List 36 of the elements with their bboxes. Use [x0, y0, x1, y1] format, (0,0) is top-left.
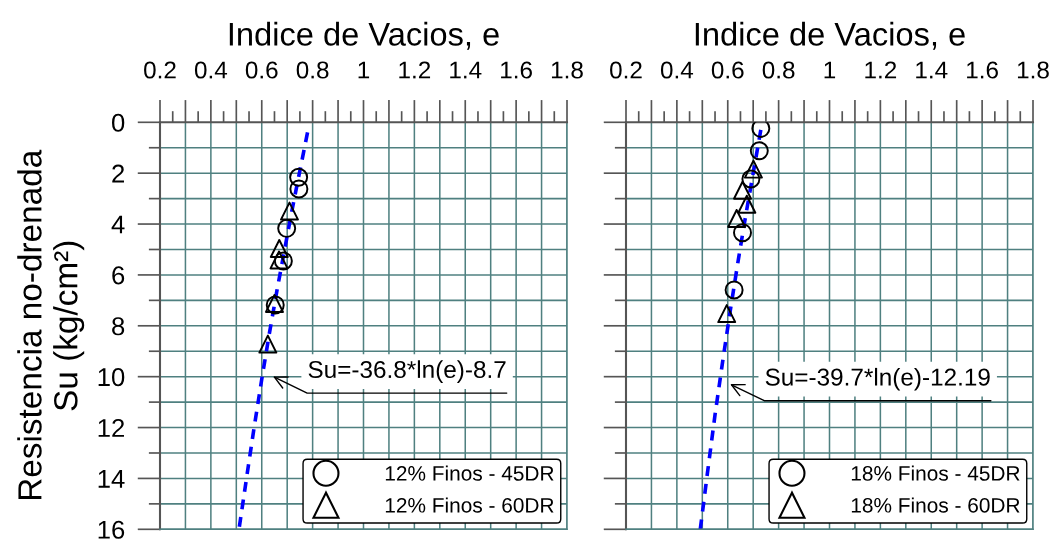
y-tick-label: 2 — [112, 164, 124, 183]
x-tick-label: 1.2 — [399, 61, 431, 79]
y-tick-label: 14 — [98, 470, 125, 488]
x-tick-label: 1.4 — [916, 61, 948, 79]
x-tick-label: 0.4 — [660, 61, 694, 79]
y-tick-label: 16 — [98, 520, 125, 539]
x-tick-label: 0.6 — [245, 61, 278, 79]
x-tick-label: 1.8 — [551, 61, 583, 79]
x-tick-label: 1.2 — [865, 61, 897, 79]
x-tick-label: 1.8 — [1017, 61, 1049, 79]
annotation: Su=-36.8*ln(e)-8.7 — [308, 360, 506, 383]
y-axis-title: Resistencia no-drenada Su (kg/cm²) — [17, 149, 85, 500]
x-tick-label: 1 — [824, 61, 836, 79]
legend-label: 18% Finos - 45DR — [851, 465, 1020, 481]
y-tick-label: 0 — [111, 113, 125, 132]
annotation: Su=-39.7*ln(e)-12.19 — [765, 367, 990, 391]
x-tick-label: 1 — [358, 61, 370, 79]
x-tick-label: 0.2 — [144, 61, 176, 79]
y-tick-label: 6 — [112, 266, 125, 285]
x-tick-label: 0.4 — [194, 61, 228, 79]
legend-label: 12% Finos - 60DR — [385, 497, 554, 513]
x-tick-label: 1.6 — [501, 61, 532, 79]
x-tick-label: 0.2 — [610, 61, 642, 79]
x-axis-title: Indice de Vacios, e — [229, 21, 499, 50]
y-tick-label: 4 — [111, 215, 125, 234]
y-tick-label: 12 — [98, 418, 124, 437]
x-tick-label: 0.8 — [296, 61, 329, 79]
y-tick-label: 8 — [112, 317, 125, 336]
legend-label: 18% Finos - 60DR — [851, 497, 1020, 513]
x-tick-label: 1.4 — [450, 61, 482, 79]
x-axis-title: Indice de Vacios, e — [695, 21, 965, 50]
x-tick-label: 1.6 — [967, 61, 998, 79]
legend-label: 12% Finos - 45DR — [385, 465, 554, 481]
x-tick-label: 0.8 — [762, 61, 795, 79]
x-tick-label: 0.6 — [711, 61, 744, 79]
y-tick-label: 10 — [98, 368, 125, 387]
